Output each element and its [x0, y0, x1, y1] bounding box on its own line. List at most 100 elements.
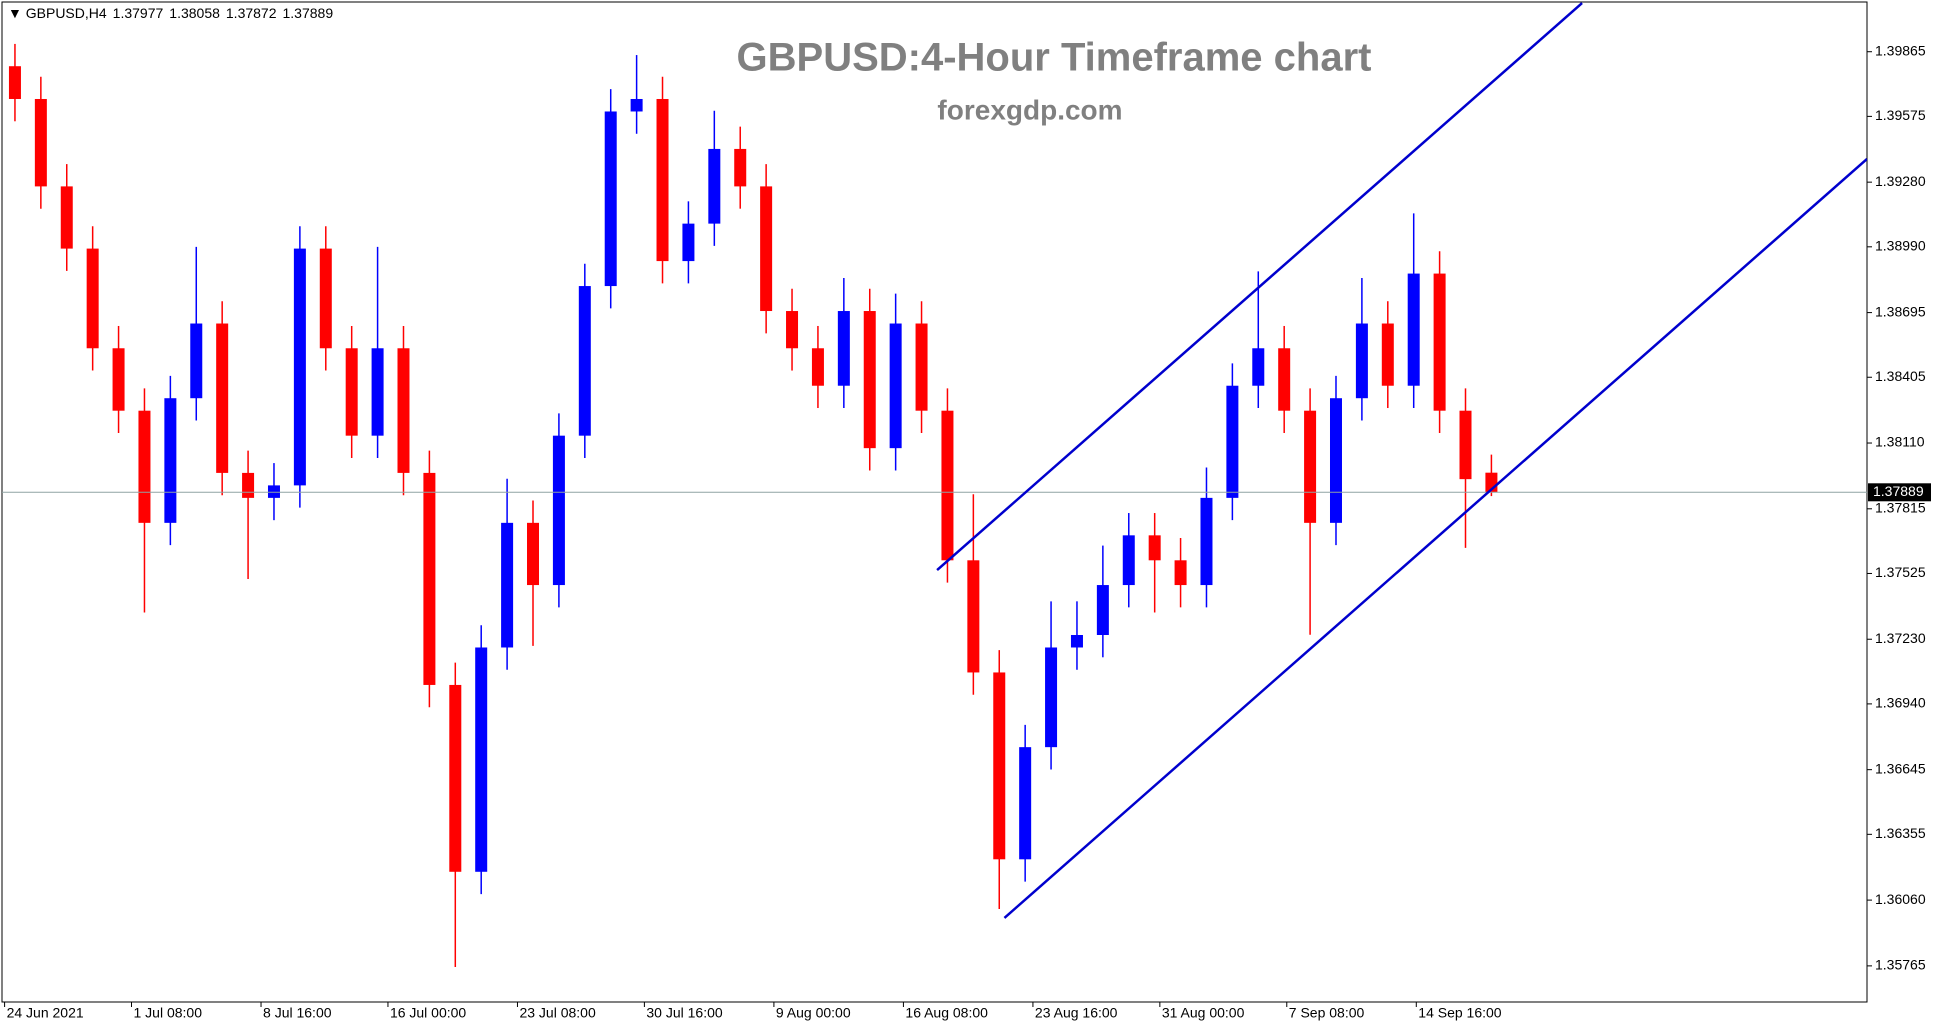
- x-tick-label: 16 Aug 08:00: [905, 1005, 988, 1021]
- y-tick-label: 1.36355: [1875, 825, 1926, 841]
- candle-body: [1355, 323, 1368, 399]
- candle-body: [319, 248, 332, 349]
- candle-body: [915, 323, 928, 411]
- y-tick-label: 1.38405: [1875, 368, 1926, 384]
- trendline: [1003, 158, 1867, 919]
- candle-body: [1459, 410, 1472, 480]
- candle-body: [760, 186, 773, 312]
- x-tick-label: 16 Jul 00:00: [390, 1005, 466, 1021]
- candle-body: [1122, 535, 1135, 586]
- y-tick-label: 1.39575: [1875, 107, 1926, 123]
- candle-body: [1200, 497, 1213, 586]
- header-open: 1.37977: [113, 5, 164, 21]
- candle-body: [242, 472, 255, 498]
- candle-body: [345, 348, 358, 436]
- y-tick-label: 1.38110: [1875, 434, 1925, 450]
- x-tick-label: 31 Aug 00:00: [1162, 1005, 1245, 1021]
- plot-frame: [1, 1, 1868, 1003]
- current-price-label: 1.37889: [1873, 483, 1924, 499]
- header-close: 1.37889: [283, 5, 334, 21]
- candle-body: [449, 684, 462, 872]
- candle-body: [1226, 385, 1239, 498]
- candle-body: [216, 323, 229, 473]
- candle-body: [1278, 348, 1291, 411]
- candle-body: [863, 311, 876, 449]
- x-tick-label: 23 Jul 08:00: [519, 1005, 595, 1021]
- header-high: 1.38058: [169, 5, 220, 21]
- chart-subtitle: forexgdp.com: [937, 94, 1122, 125]
- candle-body: [1148, 535, 1161, 561]
- x-tick-label: 9 Aug 00:00: [776, 1005, 851, 1021]
- candle-body: [630, 98, 643, 112]
- candle-body: [1407, 273, 1420, 386]
- candle-body: [112, 348, 125, 411]
- x-tick-label: 24 Jun 2021: [7, 1005, 84, 1021]
- candle-body: [837, 311, 850, 386]
- header-symbol: GBPUSD,H4: [26, 5, 107, 21]
- y-tick-label: 1.37815: [1875, 500, 1926, 516]
- candle-body: [811, 348, 824, 386]
- y-tick-label: 1.36940: [1875, 695, 1926, 711]
- y-tick-label: 1.36060: [1875, 891, 1926, 907]
- x-tick-label: 7 Sep 08:00: [1289, 1005, 1365, 1021]
- candle-body: [1174, 560, 1187, 586]
- candle-body: [34, 98, 47, 187]
- y-tick-label: 1.39280: [1875, 173, 1926, 189]
- candle-body: [786, 311, 799, 349]
- x-tick-label: 23 Aug 16:00: [1035, 1005, 1118, 1021]
- candle-body: [889, 323, 902, 449]
- header: ▼ GBPUSD,H4 1.37977 1.38058 1.37872 1.37889: [8, 5, 333, 21]
- candle-body: [138, 410, 151, 523]
- candle-body: [552, 435, 565, 586]
- candle-body: [1252, 348, 1265, 386]
- candle-body: [708, 148, 721, 224]
- candle-body: [1019, 747, 1032, 860]
- candle-body: [8, 66, 21, 99]
- candle-body: [1329, 398, 1342, 523]
- current-price-box: [1868, 483, 1931, 502]
- candle-body: [501, 522, 514, 648]
- candle-body: [527, 522, 540, 586]
- candle-body: [1381, 323, 1394, 386]
- candle-body: [164, 398, 177, 523]
- candle-body: [941, 410, 954, 561]
- y-tick-label: 1.38990: [1875, 238, 1926, 254]
- x-tick-label: 8 Jul 16:00: [263, 1005, 332, 1021]
- candle-body: [475, 647, 488, 872]
- candle-body: [734, 148, 747, 187]
- candle-body: [293, 248, 306, 486]
- y-tick-label: 1.38695: [1875, 303, 1926, 319]
- chart-title: GBPUSD:4-Hour Timeframe chart: [737, 36, 1372, 80]
- header-low: 1.37872: [226, 5, 277, 21]
- candle-body: [397, 348, 410, 473]
- candle-body: [1304, 410, 1317, 523]
- candle-body: [190, 323, 203, 399]
- candle-body: [682, 223, 695, 262]
- candle-body: [993, 672, 1006, 860]
- candle-body: [371, 348, 384, 436]
- candle-body: [267, 485, 280, 498]
- y-tick-label: 1.36645: [1875, 760, 1926, 776]
- y-tick-label: 1.37525: [1875, 564, 1926, 580]
- candle-body: [578, 286, 591, 436]
- y-tick-label: 1.35765: [1875, 957, 1926, 973]
- candle-body: [1045, 647, 1058, 748]
- y-tick-label: 1.37230: [1875, 630, 1926, 646]
- candle-body: [656, 98, 669, 262]
- candle-body: [60, 186, 73, 249]
- candle-body: [1433, 273, 1446, 411]
- y-tick-label: 1.39865: [1875, 42, 1926, 58]
- candle-body: [967, 560, 980, 673]
- x-tick-label: 30 Jul 16:00: [646, 1005, 722, 1021]
- x-tick-label: 14 Sep 16:00: [1418, 1005, 1502, 1021]
- header-arrow: ▼: [8, 5, 26, 21]
- plot-area: [2, 2, 1867, 967]
- candle-body: [604, 111, 617, 287]
- candle-body: [423, 472, 436, 685]
- candle-body: [1070, 634, 1083, 648]
- x-tick-label: 1 Jul 08:00: [134, 1005, 203, 1021]
- candle-body: [1096, 585, 1109, 635]
